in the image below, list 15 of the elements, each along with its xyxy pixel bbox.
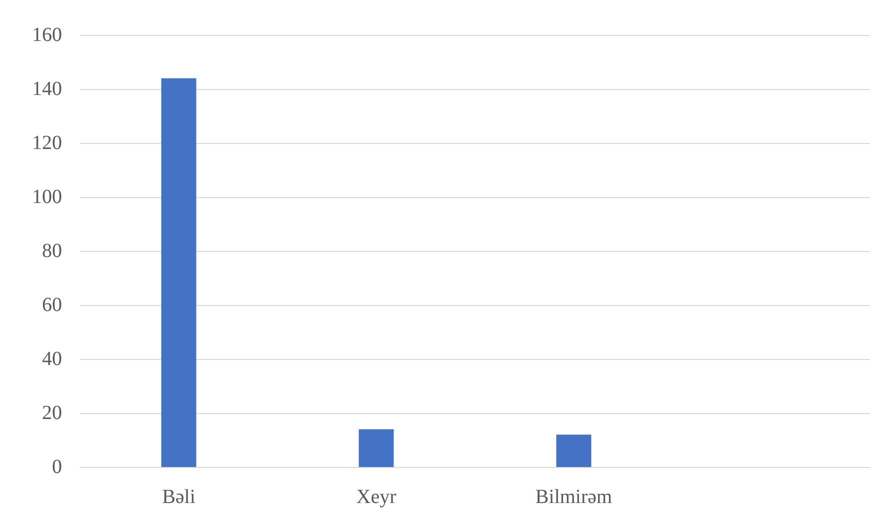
y-tick-label: 80 [42, 240, 62, 262]
y-tick-label: 140 [32, 78, 62, 100]
y-tick-label: 120 [32, 132, 62, 154]
x-tick-label: Xeyr [356, 486, 397, 508]
x-tick-label: Bilmirəm [535, 486, 613, 508]
x-tick-label: Bəli [162, 486, 196, 508]
bar [161, 78, 196, 467]
bar [556, 434, 592, 467]
y-tick-label: 60 [42, 294, 62, 316]
bar [358, 429, 394, 467]
y-tick-label: 160 [32, 24, 62, 46]
y-tick-label: 20 [42, 402, 62, 424]
y-tick-label: 100 [32, 186, 62, 208]
y-tick-label: 40 [42, 348, 62, 370]
y-tick-label: 0 [52, 456, 62, 478]
